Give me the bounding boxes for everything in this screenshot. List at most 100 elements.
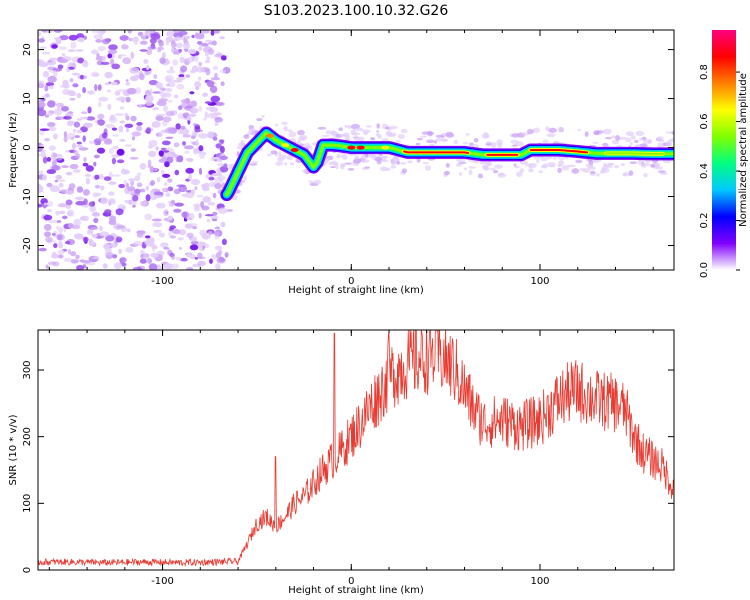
noise-speckle: [96, 119, 101, 124]
ridge-halo-speckle: [635, 130, 645, 137]
noise-speckle: [190, 240, 199, 245]
noise-speckle: [87, 262, 96, 266]
ridge-halo-speckle: [275, 161, 284, 166]
noise-speckle: [164, 161, 170, 168]
noise-speckle: [167, 152, 173, 157]
ridge-halo-speckle: [637, 160, 643, 165]
noise-speckle: [104, 71, 113, 79]
noise-speckle: [174, 202, 184, 207]
noise-speckle: [170, 199, 176, 205]
ridge-halo-speckle: [283, 125, 288, 132]
ridge-halo-speckle: [333, 136, 340, 139]
noise-speckle: [133, 39, 138, 46]
noise-speckle: [177, 30, 188, 36]
noise-speckle: [104, 138, 112, 145]
noise-speckle: [176, 83, 185, 90]
noise-speckle: [194, 32, 205, 40]
noise-speckle: [158, 232, 165, 238]
ridge-halo-speckle: [643, 173, 648, 178]
noise-speckle: [118, 248, 122, 255]
noise-speckle: [68, 183, 76, 190]
noise-speckle: [198, 167, 203, 175]
noise-speckle: [147, 159, 152, 167]
noise-speckle: [38, 82, 45, 89]
noise-speckle: [74, 196, 85, 200]
ridge-halo-speckle: [361, 129, 371, 134]
noise-speckle: [148, 150, 157, 158]
noise-speckle: [203, 244, 210, 248]
noise-speckle: [118, 54, 127, 57]
noise-speckle: [58, 182, 64, 188]
ridge-halo-speckle: [297, 129, 305, 136]
noise-speckle: [150, 252, 159, 258]
noise-speckle: [82, 135, 86, 142]
ridge-halo-speckle: [639, 137, 643, 141]
noise-speckle: [90, 49, 99, 55]
noise-speckle: [132, 204, 136, 208]
ridge-halo-speckle: [497, 172, 505, 176]
ridge-halo-speckle: [526, 129, 534, 135]
noise-speckle: [72, 128, 77, 134]
ridge-halo-speckle: [657, 142, 664, 149]
noise-speckle: [137, 172, 142, 176]
noise-speckle: [65, 113, 74, 117]
noise-speckle: [165, 192, 171, 197]
noise-speckle: [99, 120, 106, 125]
ridge-halo-speckle: [400, 128, 408, 134]
noise-speckle: [73, 169, 81, 173]
noise-speckle: [49, 85, 54, 90]
noise-speckle: [210, 30, 215, 36]
noise-speckle: [69, 163, 79, 170]
noise-speckle: [63, 135, 68, 143]
noise-speckle: [195, 139, 199, 147]
noise-speckle: [38, 170, 44, 175]
ridge-halo-speckle: [445, 131, 454, 138]
noise-speckle: [56, 233, 65, 241]
ridge-halo-speckle: [571, 168, 580, 174]
ridge-halo-speckle: [347, 168, 355, 171]
noise-speckle: [119, 139, 126, 142]
noise-speckle: [160, 242, 169, 248]
ridge-halo-speckle: [634, 139, 639, 143]
noise-speckle: [38, 247, 47, 252]
ridge-halo-speckle: [317, 126, 327, 130]
ridge-halo-speckle: [532, 127, 541, 133]
noise-speckle: [209, 258, 213, 264]
noise-speckle: [134, 175, 141, 182]
noise-speckle: [152, 107, 160, 111]
noise-speckle: [174, 36, 182, 41]
noise-speckle: [139, 200, 148, 207]
colorbar-tick-label: 0.6: [699, 114, 710, 130]
noise-speckle: [163, 105, 168, 113]
noise-speckle: [125, 96, 131, 103]
noise-speckle: [190, 100, 197, 108]
noise-speckle: [150, 30, 155, 34]
noise-speckle: [67, 248, 71, 255]
ridge-halo-speckle: [390, 165, 397, 169]
noise-speckle: [82, 162, 89, 167]
noise-speckle: [48, 145, 57, 151]
noise-speckle: [186, 56, 195, 63]
noise-speckle: [41, 51, 51, 55]
noise-speckle: [53, 243, 58, 249]
ridge-halo-speckle: [493, 170, 499, 174]
noise-speckle: [48, 69, 57, 73]
ridge-halo-speckle: [281, 121, 288, 125]
ridge-halo-speckle: [485, 143, 492, 146]
noise-speckle: [178, 105, 183, 110]
ridge-halo-speckle: [593, 159, 602, 162]
noise-speckle: [163, 209, 169, 217]
noise-speckle: [58, 254, 64, 259]
snr-line: [38, 330, 674, 567]
noise-speckle: [155, 132, 163, 137]
ridge-halo-speckle: [421, 131, 431, 135]
ridge-halo-speckle: [426, 139, 435, 144]
ridge-halo-speckle: [401, 168, 408, 174]
ridge-halo-speckle: [376, 130, 380, 133]
noise-speckle: [153, 191, 164, 196]
ridge-halo-speckle: [589, 164, 593, 168]
ridge-halo-speckle: [557, 126, 564, 133]
noise-speckle: [100, 197, 108, 205]
ridge-halo-speckle: [604, 164, 614, 169]
colorbar-tick-label: 0.4: [699, 163, 710, 179]
